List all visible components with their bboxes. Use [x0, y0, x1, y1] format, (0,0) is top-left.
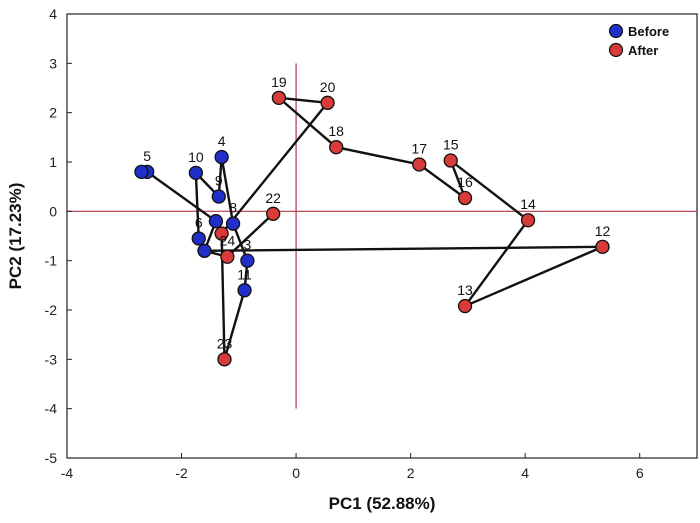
point-label-6: 6: [195, 214, 203, 230]
y-axis-ticks: -5 -4 -3 -2 -1 0 1 2 3 4: [45, 6, 72, 466]
point-12: [595, 239, 610, 255]
point-20: [320, 95, 335, 110]
legend-label-before: Before: [628, 24, 669, 39]
point-label-12: 12: [595, 223, 611, 239]
point-label-22: 22: [265, 190, 281, 206]
y-tick-label: 0: [49, 203, 57, 219]
trajectory-segment: [194, 171, 200, 240]
point-label-18: 18: [328, 123, 344, 139]
plot-area: [66, 13, 698, 459]
point-label-14: 14: [520, 196, 536, 212]
point-24: [220, 249, 235, 264]
point-22: [266, 206, 281, 221]
point-8: [225, 216, 241, 231]
point-label-10: 10: [188, 149, 204, 165]
data-points: [134, 90, 610, 367]
point-13: [457, 298, 473, 314]
legend-marker-after: [608, 42, 624, 58]
trajectory-segment: [203, 245, 604, 253]
point-label-19: 19: [271, 74, 287, 90]
y-tick-label: -1: [45, 253, 58, 269]
x-axis-ticks: -4 -2 0 2 4 6: [61, 453, 644, 481]
y-tick-label: -4: [45, 401, 58, 417]
point-9: [211, 189, 226, 204]
trajectory-segment: [463, 245, 604, 308]
point-label-4: 4: [218, 133, 226, 149]
trajectory-segment: [334, 145, 421, 166]
point-label-16: 16: [457, 174, 473, 190]
trajectory-segment: [145, 170, 218, 223]
point-21: [214, 226, 229, 241]
y-tick-label: 4: [49, 6, 57, 22]
trajectory-segment: [449, 159, 530, 222]
trajectory-segment: [223, 289, 246, 361]
x-tick-label: -2: [175, 465, 188, 481]
point-label-9: 9: [215, 173, 223, 189]
point-14: [520, 213, 536, 228]
x-tick-label: -4: [61, 465, 74, 481]
trajectory-segment: [277, 96, 338, 149]
point-11: [237, 283, 252, 298]
x-axis-title: PC1 (52.88%): [329, 494, 436, 513]
point-18: [329, 140, 344, 155]
trajectory-segment: [463, 219, 530, 308]
point-17: [412, 157, 427, 172]
point-label-24: 24: [220, 233, 236, 249]
point-10: [188, 165, 204, 181]
point-19: [271, 90, 287, 106]
x-tick-label: 6: [636, 465, 644, 481]
point-label-8: 8: [229, 200, 237, 216]
trajectory-segment: [418, 163, 467, 200]
point-label-23: 23: [217, 335, 233, 351]
point-6: [191, 231, 206, 246]
point-7: [134, 164, 149, 180]
trajectory-segment: [220, 155, 235, 225]
point-16: [457, 190, 473, 206]
point-3: [240, 253, 255, 268]
y-tick-label: -3: [45, 351, 58, 367]
y-axis-title: PC2 (17.23%): [6, 183, 25, 290]
point-2: [197, 243, 212, 258]
x-tick-label: 0: [292, 465, 300, 481]
point-labels: 3 4 5 6 89 10 11 12 13 14 15 16 17 18 19 20 22 23 24: [143, 74, 610, 351]
point-label-3: 3: [244, 237, 252, 253]
point-label-17: 17: [411, 140, 427, 156]
legend: Before After: [608, 23, 669, 58]
y-tick-label: -5: [45, 450, 58, 466]
y-tick-label: -2: [45, 302, 58, 318]
point-label-11: 11: [237, 266, 252, 282]
point-1: [208, 214, 224, 229]
point-15: [443, 153, 458, 168]
point-label-13: 13: [457, 282, 473, 298]
legend-label-after: After: [628, 43, 658, 58]
legend-marker-before: [608, 23, 624, 39]
x-tick-label: 4: [521, 465, 529, 481]
point-23: [217, 352, 232, 367]
point-label-20: 20: [320, 79, 336, 95]
x-tick-label: 2: [407, 465, 415, 481]
y-tick-label: 1: [49, 154, 57, 170]
trajectory-segment: [277, 96, 329, 105]
reference-lines: [67, 63, 697, 409]
point-label-15: 15: [443, 137, 459, 153]
trajectory-segment: [226, 212, 275, 258]
point-4: [214, 149, 229, 165]
y-tick-label: 3: [49, 55, 57, 71]
y-tick-label: 2: [49, 105, 57, 121]
point-label-5: 5: [143, 148, 151, 164]
